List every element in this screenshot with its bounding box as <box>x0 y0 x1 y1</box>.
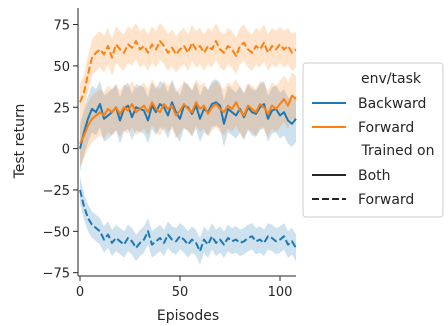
x-tick-label: 0 <box>76 285 84 300</box>
y-tick-label: 25 <box>53 101 70 116</box>
band-forward-both <box>80 72 296 167</box>
ticks: −75 −50 −25 0 25 50 75 0 50 100 <box>43 19 293 300</box>
legend-frame <box>302 62 444 218</box>
series-line-backward-forward <box>79 189 297 253</box>
legend-style-title: Trained on <box>361 143 435 159</box>
y-tick-label: −25 <box>43 184 70 199</box>
legend-label-forward: Forward <box>358 120 414 136</box>
y-tick-label: −75 <box>43 267 70 282</box>
y-tick-label: 75 <box>53 19 70 34</box>
band-backward-forward <box>80 176 296 265</box>
band-forward-forward <box>80 22 296 121</box>
y-axis-label: Test return <box>12 104 28 180</box>
series-line-forward-both <box>79 94 297 145</box>
legend: env/task Backward Forward Trained on Bot… <box>302 62 444 218</box>
confidence-bands <box>80 22 296 265</box>
y-tick-label: −50 <box>43 225 70 240</box>
x-axis-label: Episodes <box>157 308 219 324</box>
y-tick-label: 0 <box>62 143 70 158</box>
x-tick-label: 100 <box>268 285 293 300</box>
legend-label-trained-forward: Forward <box>358 192 414 208</box>
series-lines <box>79 40 297 253</box>
legend-label-both: Both <box>358 168 391 184</box>
x-tick-label: 50 <box>172 285 189 300</box>
y-tick-label: 50 <box>53 60 70 75</box>
band-backward-both <box>80 79 296 172</box>
legend-label-backward: Backward <box>358 96 426 112</box>
legend-hue-title: env/task <box>361 71 422 87</box>
